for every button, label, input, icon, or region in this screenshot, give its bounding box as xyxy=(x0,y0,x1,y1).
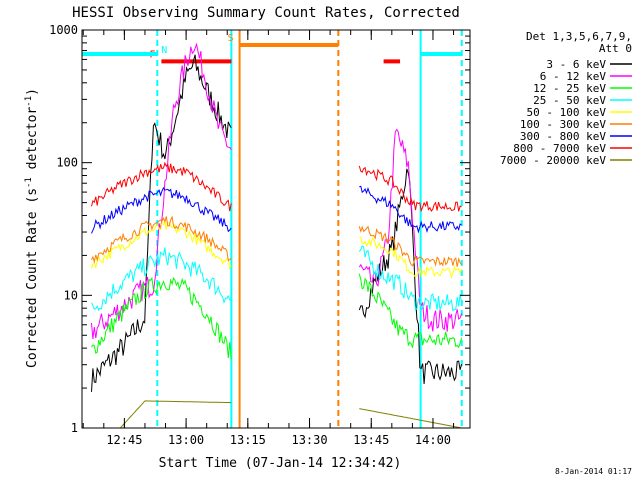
series-line-100-300-kev xyxy=(91,215,463,267)
y-axis-label-sup1: -1 xyxy=(24,177,34,188)
x-tick-label-0: 12:45 xyxy=(106,433,142,447)
plot-border xyxy=(81,29,471,429)
x-axis-label: Start Time (07-Jan-14 12:34:42) xyxy=(159,456,402,471)
legend-label-4: 50 - 100 keV xyxy=(527,106,607,119)
flag-label-S: S xyxy=(228,33,234,44)
legend-label-3: 25 - 50 keV xyxy=(533,94,606,107)
plot-frame: 1 10 100 1000 12:45 13:00 13:15 13:30 13:45 14:00 xyxy=(49,23,471,447)
y-tick-label-1: 10 xyxy=(64,288,78,302)
series-line-12-25-kev xyxy=(91,273,463,360)
legend-header-line1: Det 1,3,5,6,7,9, xyxy=(526,30,632,43)
y-tick-label-2: 100 xyxy=(56,156,78,170)
legend-label-6: 300 - 800 keV xyxy=(520,130,606,143)
timestamp: 8-Jan-2014 01:17 xyxy=(555,467,632,476)
plot-series xyxy=(91,42,463,429)
x-tick-label-2: 13:15 xyxy=(230,433,266,447)
legend-header-line2: Att 0 xyxy=(599,42,632,55)
y-axis-label-mid: detector xyxy=(25,107,40,178)
series-line-7000-20000-kev xyxy=(119,400,462,429)
y-axis-label-main: Corrected Count Rate (s xyxy=(25,188,40,368)
chart-title: HESSI Observing Summary Count Rates, Cor… xyxy=(72,5,460,21)
series-line-300-800-kev xyxy=(91,185,462,234)
plot-annotations: FNS xyxy=(82,30,463,428)
legend-label-2: 12 - 25 keV xyxy=(533,82,606,95)
y-axis-label: Corrected Count Rate (s-1 detector-1) xyxy=(24,88,40,368)
series-line-800-7000-kev xyxy=(91,161,462,213)
series-line-50-100-kev xyxy=(91,220,463,279)
legend-label-0: 3 - 6 keV xyxy=(546,58,606,71)
legend-label-5: 100 - 300 keV xyxy=(520,118,606,131)
x-tick-label-4: 13:45 xyxy=(353,433,389,447)
legend-label-1: 6 - 12 keV xyxy=(540,70,607,83)
x-tick-label-1: 13:00 xyxy=(168,433,204,447)
y-axis-label-end: ) xyxy=(25,88,40,96)
x-tick-label-5: 14:00 xyxy=(415,433,451,447)
legend-label-7: 800 - 7000 keV xyxy=(513,142,606,155)
y-tick-label-0: 1 xyxy=(71,421,78,435)
x-tick-label-3: 13:30 xyxy=(291,433,327,447)
legend-label-8: 7000 - 20000 keV xyxy=(500,154,606,167)
y-tick-label-3: 1000 xyxy=(49,23,78,37)
series-line-25-50-kev xyxy=(91,245,463,312)
flag-label-N: N xyxy=(161,45,167,56)
y-axis-label-sup2: -1 xyxy=(24,96,34,107)
